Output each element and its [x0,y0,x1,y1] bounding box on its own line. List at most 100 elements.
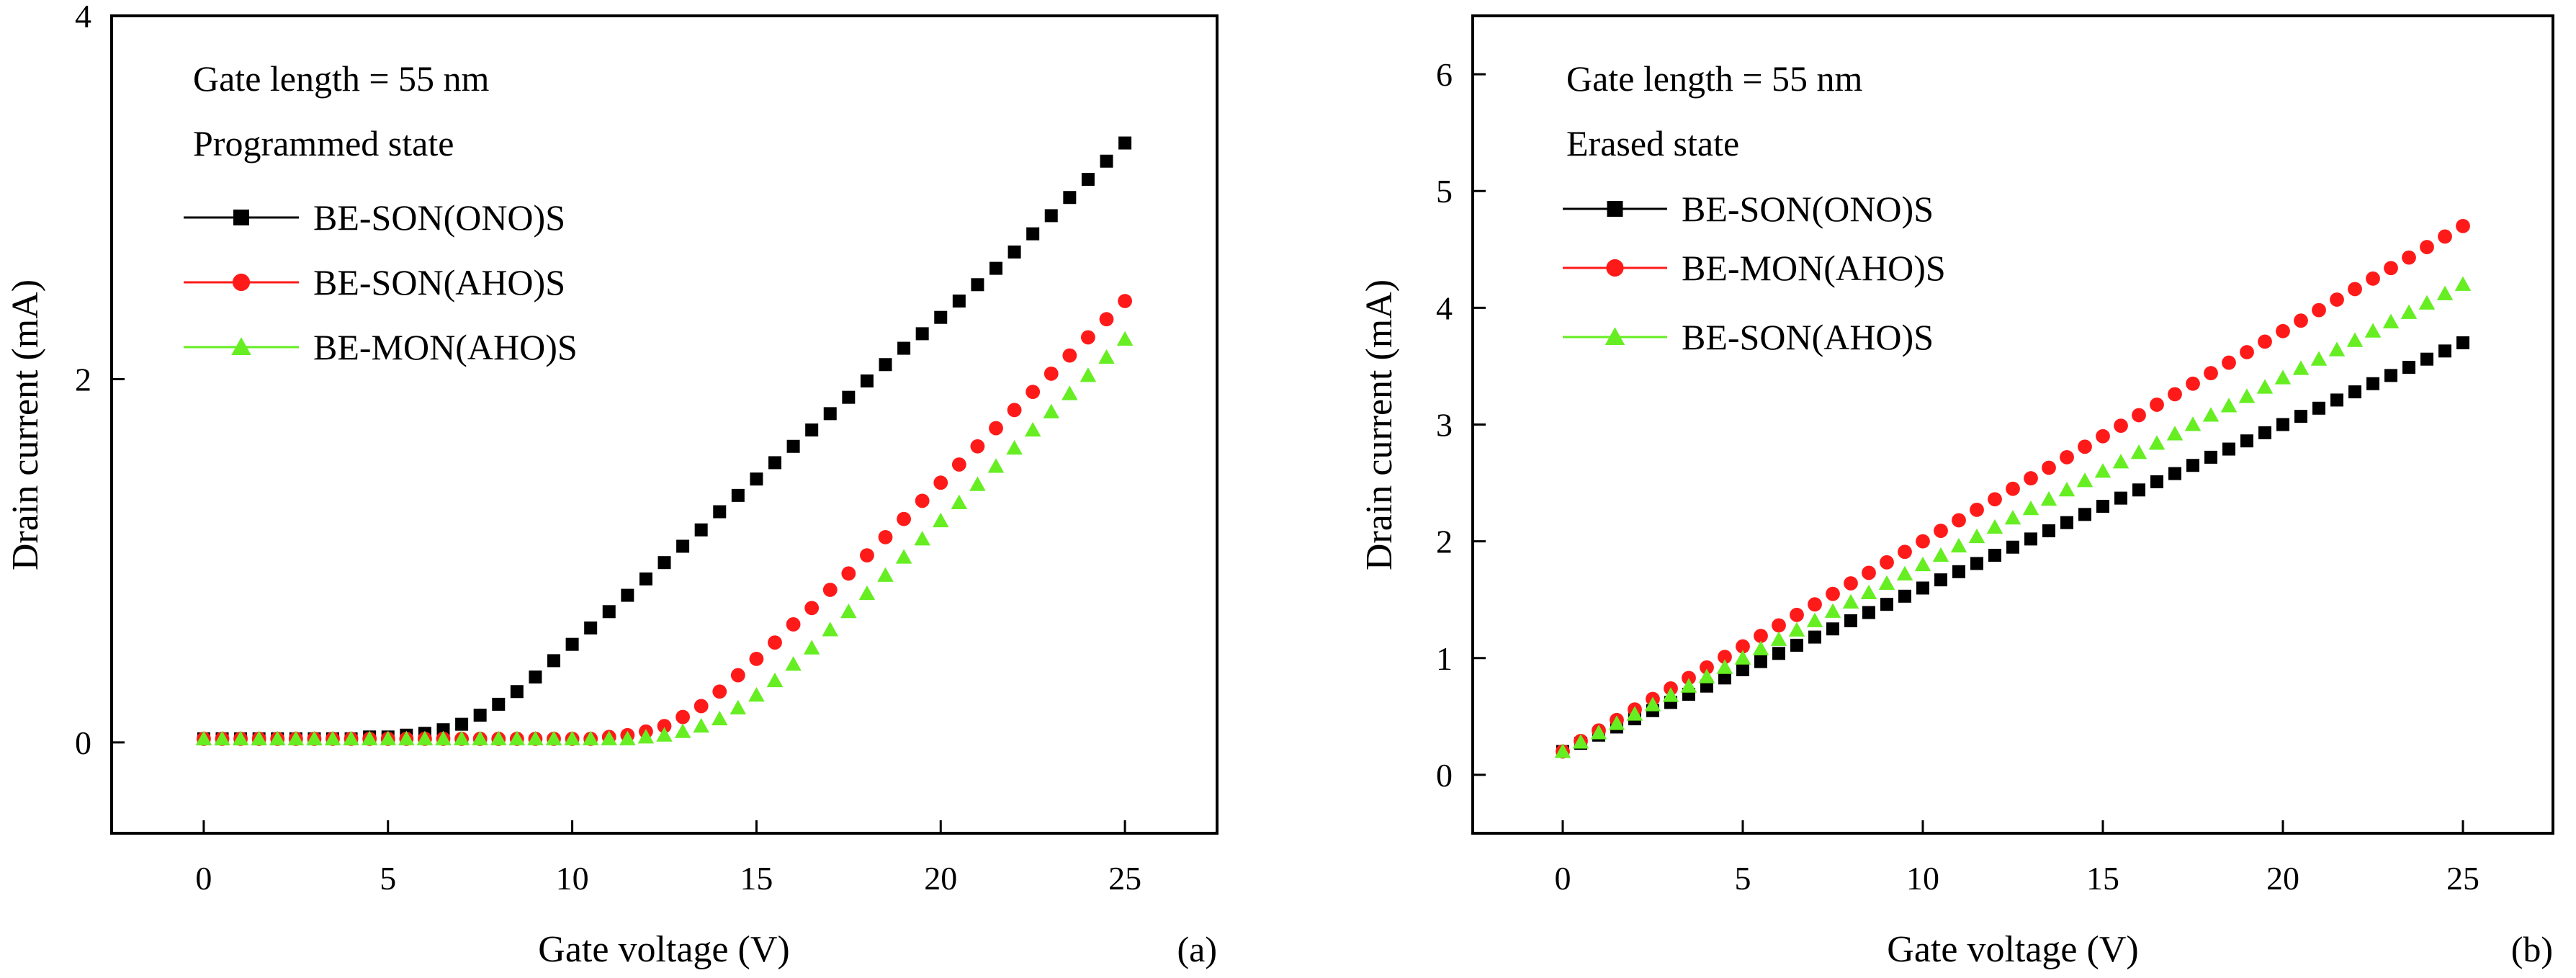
data-point [1898,544,1912,560]
data-point [914,531,930,546]
data-point [969,476,986,491]
data-point [1698,668,1715,683]
data-point [1826,586,1840,601]
data-point [582,730,599,745]
data-point [1862,606,1875,619]
data-point [584,621,598,634]
data-point [1754,629,1768,643]
data-point [492,697,506,711]
data-point [306,730,323,745]
data-point [1063,191,1077,205]
data-point [1968,528,1985,544]
data-point [2366,271,2380,286]
x-tick-label: 15 [740,860,773,897]
data-point [2402,250,2416,265]
data-point [1878,575,1895,591]
data-point [361,730,378,745]
data-point [1590,724,1607,740]
data-point [453,730,470,745]
annotation-gate-length-b: Gate length = 55 nm [1566,58,1863,99]
data-point [951,457,966,472]
data-point [2238,388,2256,403]
data-point [472,730,488,745]
data-point [1844,614,1857,627]
data-point [2400,304,2418,319]
legend-marker [1605,327,1625,345]
data-point [343,730,359,745]
data-point [1770,631,1787,646]
y-axis-label-a: Drain current (mA) [5,279,46,570]
data-point [1824,603,1841,618]
data-point [2456,336,2469,349]
legend-marker [1607,201,1623,217]
data-point [1043,403,1059,418]
data-point [2186,459,2199,472]
data-point [2328,341,2346,356]
data-point [195,730,212,745]
data-point [1081,330,1095,345]
data-point [2240,345,2254,359]
data-point [529,670,542,684]
y-tick-label: 0 [1436,757,1453,794]
x-tick-label: 10 [556,860,589,897]
data-point [1572,734,1589,749]
data-point [2006,540,2019,554]
data-point [435,730,452,745]
data-point [2202,407,2220,422]
y-tick-label: 1 [1436,640,1453,677]
data-point [527,730,544,745]
data-point [490,730,507,745]
data-point [730,699,747,714]
data-point [564,730,580,745]
data-point [2256,379,2274,394]
data-point [2382,313,2400,328]
x-tick-label: 20 [924,860,957,897]
legend-label: BE-SON(AHO)S [1682,317,1934,357]
legend-marker [232,273,251,292]
data-point [1772,618,1786,633]
data-point [2040,491,2057,506]
data-point [2114,491,2127,505]
data-point [637,729,655,744]
series-triangle [195,331,1134,745]
series-circle [1556,218,2470,759]
legend-marker [1606,259,1624,277]
data-point [473,709,487,722]
data-point [878,529,893,544]
y-axis-label-b: Drain current (mA) [1359,279,1400,570]
axis-ticks-a: 0 5 10 15 20 25 0 2 4 [75,0,1141,897]
data-point [712,710,728,726]
data-point [1718,650,1732,665]
data-point [1098,349,1115,364]
data-point [2168,387,2182,402]
data-point [1808,630,1821,644]
data-point [602,605,616,619]
data-point [971,278,984,292]
data-point [970,439,985,454]
data-point [508,730,526,745]
data-point [658,556,671,570]
data-point [1734,650,1751,665]
y-tick-label: 5 [1436,173,1453,210]
data-point [2366,377,2379,390]
data-point [712,684,727,699]
data-point [1806,612,1823,627]
data-point [786,439,800,453]
x-axis-label-b: Gate voltage (V) [1887,929,2138,970]
data-point [545,730,562,745]
data-point [565,637,579,651]
data-point [841,566,856,581]
data-point [251,730,267,745]
data-point [2294,410,2307,423]
data-point [619,730,636,745]
x-tick-label: 5 [1735,860,1751,897]
panel-tag-a: (a) [1177,929,1218,969]
data-point [951,494,968,509]
data-point [1952,565,1965,578]
data-point [1880,555,1894,570]
data-point [2060,450,2074,465]
data-point [840,604,857,619]
data-point [987,458,1005,473]
data-point [1080,367,1097,382]
